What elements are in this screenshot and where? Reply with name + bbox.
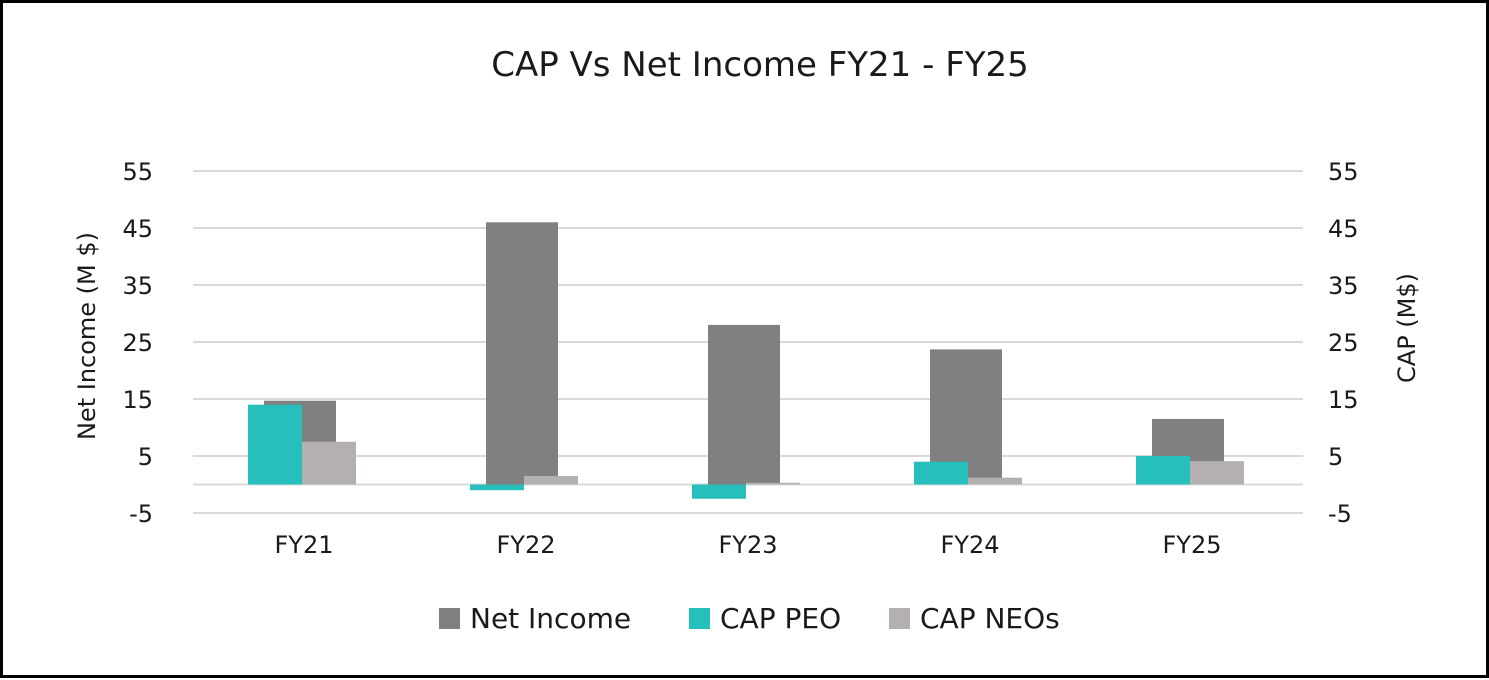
right-tick-label: 25 (1328, 329, 1359, 357)
legend-cap-peo-swatch (689, 608, 710, 629)
cap-peo-bar (692, 484, 746, 499)
cap-neos-bar (524, 475, 578, 485)
legend-cap-neos-swatch (889, 608, 910, 629)
legend-cap-neos-label: CAP NEOs (920, 602, 1060, 635)
cap-neos-bar (968, 477, 1022, 485)
left-tick-label: 5 (138, 443, 153, 471)
left-tick-label: -5 (129, 500, 153, 528)
right-tick-label: 35 (1328, 272, 1359, 300)
left-tick-label: 35 (122, 272, 153, 300)
cap-neos-bar (746, 482, 800, 485)
right-tick-label: 5 (1328, 443, 1343, 471)
left-tick-label: 55 (122, 158, 153, 186)
cap-peo-bar (914, 461, 968, 485)
right-tick-label: -5 (1328, 500, 1352, 528)
right-tick-label: 15 (1328, 386, 1359, 414)
cap-peo-bar (470, 484, 524, 491)
cap-neos-bar (1190, 461, 1244, 485)
category-label: FY25 (1162, 531, 1221, 559)
left-axis-label: Net Income (M $) (73, 232, 101, 440)
left-tick-label: 15 (122, 386, 153, 414)
chart-title: CAP Vs Net Income FY21 - FY25 (491, 45, 1029, 85)
cap-peo-bar (248, 404, 302, 485)
category-label: FY23 (718, 531, 777, 559)
category-label: FY21 (274, 531, 333, 559)
cap-neos-bar (302, 441, 356, 485)
category-label: FY22 (496, 531, 555, 559)
legend: Net Income CAP PEO CAP NEOs (439, 602, 1060, 635)
net-income-bar (708, 324, 780, 485)
legend-cap-peo-label: CAP PEO (720, 602, 841, 635)
left-tick-label: 45 (122, 215, 153, 243)
bars (248, 222, 1244, 499)
category-label: FY24 (940, 531, 999, 559)
right-tick-label: 45 (1328, 215, 1359, 243)
right-axis-label: CAP (M$) (1393, 273, 1421, 383)
net-income-bar (486, 222, 558, 485)
cap-peo-bar (1136, 456, 1190, 485)
right-tick-label: 55 (1328, 158, 1359, 186)
legend-net-income-label: Net Income (470, 602, 631, 635)
legend-net-income-swatch (439, 608, 460, 629)
left-tick-label: 25 (122, 329, 153, 357)
